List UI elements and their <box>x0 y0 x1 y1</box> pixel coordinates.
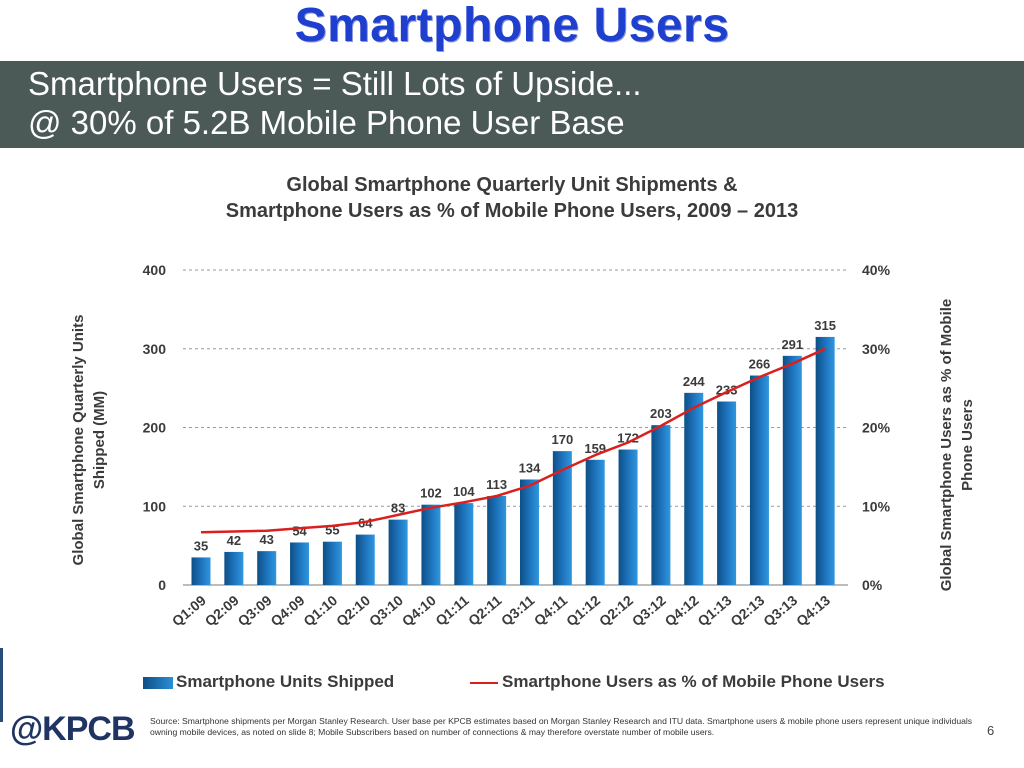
bar-value-label: 54 <box>292 523 307 538</box>
x-tick-label: Q1:09 <box>169 592 209 629</box>
bar-units-shipped <box>290 542 310 585</box>
y-tick-left-label: 300 <box>143 341 167 357</box>
bar-units-shipped <box>782 355 802 585</box>
bar-units-shipped <box>322 541 342 585</box>
legend-bar-swatch <box>143 677 173 689</box>
x-tick-label: Q4:09 <box>267 592 307 629</box>
bar-units-shipped <box>355 534 375 585</box>
x-tick-label: Q4:12 <box>662 592 702 629</box>
bar-units-shipped <box>421 504 441 585</box>
y-tick-left-label: 100 <box>143 498 167 514</box>
y-tick-right-label: 20% <box>862 420 891 436</box>
bar-value-label: 315 <box>814 318 836 333</box>
y-tick-right-label: 0% <box>862 577 883 593</box>
y-tick-left-label: 200 <box>143 420 167 436</box>
bar-value-label: 170 <box>551 432 573 447</box>
slide-title: Smartphone Users <box>294 0 730 52</box>
y-tick-right-label: 10% <box>862 498 891 514</box>
bar-value-label: 83 <box>391 501 405 516</box>
bar-units-shipped <box>191 557 211 585</box>
bar-units-shipped <box>257 551 277 585</box>
bar-value-label: 266 <box>749 357 771 372</box>
legend-line-swatch <box>470 682 498 684</box>
x-tick-label: Q2:12 <box>596 592 636 629</box>
bar-units-shipped <box>815 336 835 585</box>
bar-value-label: 291 <box>781 337 803 352</box>
y-axis-left-label-line-1: Global Smartphone Quarterly Units <box>70 315 87 566</box>
bar-units-shipped <box>487 496 507 585</box>
chart-title-line-1: Global Smartphone Quarterly Unit Shipmen… <box>286 174 738 196</box>
bar-value-label: 203 <box>650 406 672 421</box>
x-tick-label: Q1:10 <box>300 592 340 629</box>
bar-value-label: 244 <box>683 374 705 389</box>
x-tick-label: Q3:11 <box>498 592 538 629</box>
x-tick-label: Q3:09 <box>235 592 275 629</box>
chart-title-line-2: Smartphone Users as % of Mobile Phone Us… <box>225 200 799 222</box>
bar-value-label: 102 <box>420 486 442 501</box>
x-tick-label: Q2:10 <box>333 592 373 629</box>
bar-value-label: 43 <box>259 532 273 547</box>
headline-line-1: Smartphone Users = Still Lots of Upside.… <box>28 65 642 102</box>
page-number: 6 <box>987 723 995 738</box>
bar-value-label: 35 <box>194 538 208 553</box>
headline-line-2: @ 30% of 5.2B Mobile Phone User Base <box>28 104 625 141</box>
bar-units-shipped <box>552 451 572 585</box>
bar-units-shipped <box>388 519 408 585</box>
bar-units-shipped <box>520 479 539 585</box>
bar-units-shipped <box>224 551 244 585</box>
legend-label-units: Smartphone Units Shipped <box>176 672 395 691</box>
bar-units-shipped <box>651 425 671 585</box>
bar-units-shipped <box>585 459 605 585</box>
bar-units-shipped <box>717 401 737 585</box>
y-axis-right-label-line-2: Phone Users <box>959 399 976 491</box>
x-tick-label: Q2:09 <box>202 592 242 629</box>
headline-banner: Smartphone Users = Still Lots of Upside.… <box>0 61 1024 148</box>
x-tick-label: Q3:12 <box>629 592 669 629</box>
y-tick-right-label: 40% <box>862 262 891 278</box>
y-tick-left-label: 0 <box>158 577 166 593</box>
legend-label-users-pct: Smartphone Users as % of Mobile Phone Us… <box>502 672 885 691</box>
bar-units-shipped <box>749 375 769 585</box>
bar-units-shipped <box>618 449 638 585</box>
x-tick-label: Q3:13 <box>760 592 800 629</box>
x-tick-label: Q1:11 <box>432 592 472 629</box>
source-note: Source: Smartphone shipments per Morgan … <box>150 716 973 737</box>
chart-title: Global Smartphone Quarterly Unit Shipmen… <box>0 172 1024 224</box>
bar-value-label: 134 <box>519 460 541 475</box>
bar-value-label: 113 <box>486 477 507 492</box>
kpcb-logo: @KPCB <box>10 710 135 748</box>
x-tick-label: Q4:10 <box>399 592 439 629</box>
x-tick-label: Q1:12 <box>563 592 603 629</box>
bar-value-label: 172 <box>617 431 639 446</box>
left-accent-rule <box>0 648 3 722</box>
bar-value-label: 159 <box>584 441 606 456</box>
chart-legend: Smartphone Units Shipped Smartphone User… <box>0 671 1024 695</box>
y-axis-left-label-line-2: Shipped (MM) <box>91 391 108 489</box>
y-tick-left-label: 400 <box>143 262 167 278</box>
y-tick-right-label: 30% <box>862 341 891 357</box>
y-axis-right-label-line-1: Global Smartphone Users as % of Mobile <box>938 299 955 592</box>
x-tick-label: Q3:10 <box>366 592 406 629</box>
line-users-pct <box>200 347 826 534</box>
x-tick-label: Q4:13 <box>793 592 833 629</box>
bar-value-label: 104 <box>453 484 475 499</box>
x-tick-label: Q2:11 <box>465 592 505 629</box>
bar-value-label: 42 <box>227 533 241 548</box>
x-tick-label: Q2:13 <box>727 592 767 629</box>
bar-units-shipped <box>684 392 704 585</box>
bar-units-shipped <box>454 503 474 585</box>
x-tick-label: Q4:11 <box>531 592 571 629</box>
x-tick-label: Q1:13 <box>694 592 734 629</box>
